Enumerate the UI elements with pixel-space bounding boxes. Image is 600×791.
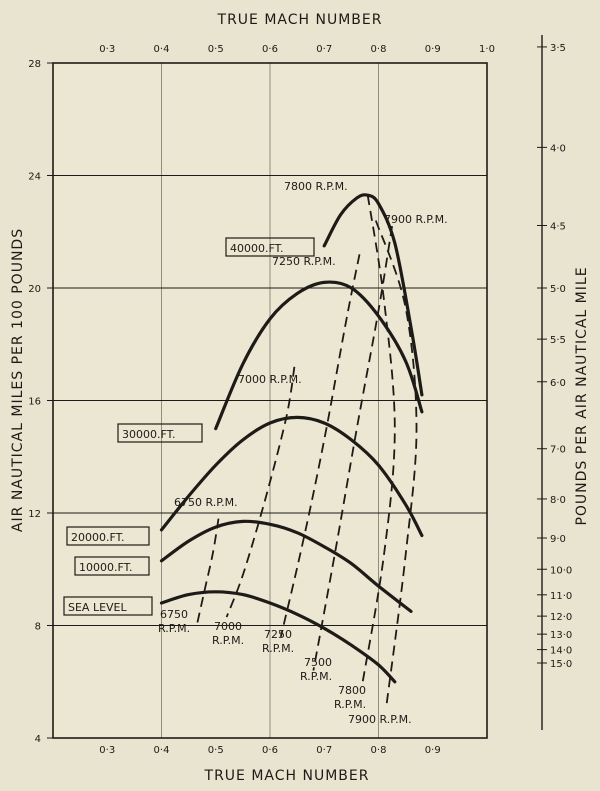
right-tick-5: 5·0	[550, 284, 566, 295]
y-tick-28: 28	[28, 59, 41, 70]
rpm-label-7500-bottom-unit: R.P.M.	[300, 670, 332, 683]
svg-text:SEA LEVEL: SEA LEVEL	[68, 601, 128, 614]
rpm-label-7500-bottom: 7500	[304, 656, 332, 669]
rpm-line-2	[279, 254, 361, 638]
rpm-line-1	[225, 366, 296, 618]
label-10000-ft: 10000.FT.	[74, 556, 150, 576]
rpm-label-7900-bottom: 7900 R.P.M.	[348, 713, 412, 726]
y-tick-16: 16	[28, 397, 41, 408]
y-tick-12: 12	[28, 509, 41, 520]
y-tick-4: 4	[35, 734, 41, 745]
rpm-label-7800-top: 7800 R.P.M.	[284, 180, 348, 193]
top-tick-0.5: 0·5	[208, 44, 224, 55]
rpm-label-6750-top: 6750 R.P.M.	[174, 496, 238, 509]
rpm-line-5	[374, 220, 418, 705]
rpm-label-7800-bottom-unit: R.P.M.	[334, 698, 366, 711]
right-tick-3.5: 3·5	[550, 43, 566, 54]
rpm-label-7000-top: 7000 R.P.M.	[238, 373, 302, 386]
rpm-label-7000-bottom-unit: R.P.M.	[212, 634, 244, 647]
rpm-label-7250-bottom-unit: R.P.M.	[262, 642, 294, 655]
svg-text:40000.FT.: 40000.FT.	[230, 242, 284, 255]
right-tick-4.5: 4·5	[550, 222, 566, 233]
top-tick-0.9: 0·9	[425, 44, 441, 55]
altitude-line-2	[159, 415, 424, 538]
bottom-tick-0.5: 0·5	[208, 745, 224, 756]
rpm-label-6750-bottom: 6750	[160, 608, 188, 621]
top-tick-1: 1·0	[479, 44, 495, 55]
top-tick-0.4: 0·4	[154, 44, 170, 55]
x-axis-title: TRUE MACH NUMBER	[204, 768, 370, 784]
bottom-tick-0.3: 0·3	[99, 745, 115, 756]
right-tick-12: 12·0	[550, 612, 572, 623]
altitude-line-1	[159, 519, 413, 613]
top-tick-0.6: 0·6	[262, 44, 278, 55]
right-tick-7: 7·0	[550, 445, 566, 456]
right-tick-13: 13·0	[550, 630, 572, 641]
rpm-line-4	[361, 195, 396, 685]
top-tick-0.3: 0·3	[99, 44, 115, 55]
bottom-tick-0.9: 0·9	[425, 745, 441, 756]
svg-text:10000.FT.: 10000.FT.	[79, 561, 133, 574]
y-tick-8: 8	[35, 622, 41, 633]
top-tick-0.8: 0·8	[371, 44, 387, 55]
y-axis-title: AIR NAUTICAL MILES PER 100 POUNDS	[10, 228, 26, 532]
label-20000-ft: 20000.FT.	[66, 526, 150, 546]
svg-text:20000.FT.: 20000.FT.	[71, 531, 125, 544]
rpm-line-0	[195, 518, 220, 626]
rpm-label-7000-bottom: 7000	[214, 620, 242, 633]
rpm-line-3	[312, 225, 393, 671]
right-axis-title: POUNDS PER AIR NAUTICAL MILE	[574, 266, 590, 525]
svg-text:30000.FT.: 30000.FT.	[122, 428, 176, 441]
altitude-line-0	[159, 590, 397, 684]
top-tick-0.7: 0·7	[316, 44, 332, 55]
right-tick-14: 14·0	[550, 646, 572, 657]
label-40000-ft: 40000.FT.	[225, 237, 315, 257]
y-tick-20: 20	[28, 284, 41, 295]
right-tick-9: 9·0	[550, 534, 566, 545]
right-tick-15: 15·0	[550, 659, 572, 670]
right-tick-8: 8·0	[550, 495, 566, 506]
label-30000-ft: 30000.FT.	[117, 423, 203, 443]
y-tick-24: 24	[28, 172, 41, 183]
top-axis-title: TRUE MACH NUMBER	[217, 12, 383, 28]
right-tick-10: 10·0	[550, 565, 572, 576]
bottom-tick-0.7: 0·7	[316, 745, 332, 756]
rpm-label-7250-top: 7250 R.P.M.	[272, 255, 336, 268]
rpm-label-7800-bottom: 7800	[338, 684, 366, 697]
bottom-tick-0.8: 0·8	[371, 745, 387, 756]
altitude-line-4	[322, 193, 424, 397]
right-tick-4: 4·0	[550, 143, 566, 154]
right-tick-5.5: 5·5	[550, 335, 566, 346]
bottom-tick-0.4: 0·4	[154, 745, 170, 756]
rpm-label-6750-bottom-unit: R.P.M.	[158, 622, 190, 635]
altitude-line-3	[214, 280, 424, 431]
bottom-tick-0.6: 0·6	[262, 745, 278, 756]
label-sea-level: SEA LEVEL	[63, 596, 153, 616]
right-tick-11: 11·0	[550, 591, 572, 602]
right-tick-6: 6·0	[550, 378, 566, 389]
rpm-label-7250-bottom: 7250	[264, 628, 292, 641]
rpm-label-7900-top: 7900 R.P.M.	[384, 213, 448, 226]
